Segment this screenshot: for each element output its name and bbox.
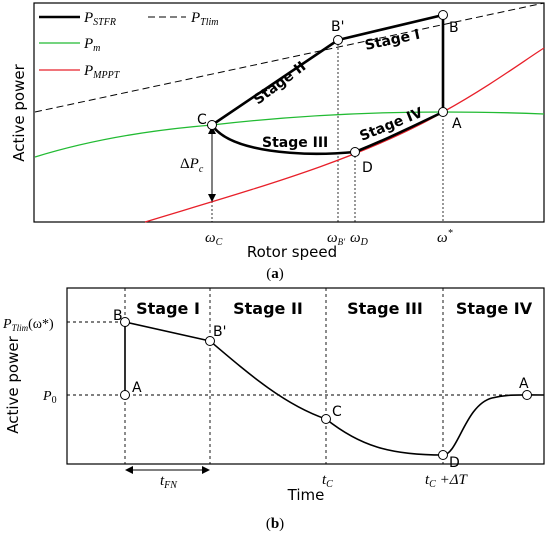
figure-b-points xyxy=(120,317,532,460)
tick-tc: tC xyxy=(322,472,333,490)
label-b: B xyxy=(449,20,459,36)
label-a-left-b: A xyxy=(132,380,142,396)
figure-a-y-label: Active power xyxy=(10,63,28,161)
label-a: A xyxy=(452,116,462,132)
delta-pc-label: ΔPc xyxy=(180,156,204,175)
figure-b: B B' A C D A Stage I Stage II Stage III … xyxy=(2,287,545,532)
legend-pm-label: Pm xyxy=(83,36,100,54)
point-c-b xyxy=(321,414,331,424)
legend-stfr-label: PSTFR xyxy=(83,10,116,28)
tick-ptlim: PTlim(ω*) xyxy=(2,317,54,333)
ptlim-curve xyxy=(34,2,545,113)
point-a xyxy=(438,107,448,117)
stage-ii-label-b: Stage II xyxy=(233,299,303,318)
legend-tlim-label: PTlim xyxy=(190,10,219,28)
figure-a-frame xyxy=(33,2,545,223)
tick-tfn: tFN xyxy=(160,473,178,491)
legend-mppt-label: PMPPT xyxy=(83,63,121,81)
mppt-curve xyxy=(144,47,545,223)
point-b xyxy=(438,10,448,20)
figure-a: B' B C A D Stage I Stage II Stage III St… xyxy=(10,2,545,282)
point-a-right-b xyxy=(522,390,532,400)
stage-iv-label-b: Stage IV xyxy=(456,299,533,318)
point-b-prime xyxy=(333,35,343,45)
label-d: D xyxy=(362,160,373,176)
tick-tc-dt: tC +ΔT xyxy=(425,472,469,490)
tick-wc: ωC xyxy=(205,230,223,248)
label-c: C xyxy=(197,112,207,128)
label-b-b: B xyxy=(113,308,123,324)
stage-i-label-b: Stage I xyxy=(136,299,200,318)
label-d-b: D xyxy=(449,455,460,471)
figure-a-legend: PSTFR PTlim Pm PMPPT xyxy=(39,10,219,81)
label-c-b: C xyxy=(332,404,342,420)
point-b-b xyxy=(120,317,130,327)
figure-b-frame xyxy=(66,287,545,465)
point-c xyxy=(207,120,217,130)
figure-b-reference-lines xyxy=(67,321,544,396)
point-d-b xyxy=(438,450,448,460)
label-b-prime: B' xyxy=(331,19,344,35)
tick-p0: P0 xyxy=(42,389,57,406)
pm-curve xyxy=(34,111,545,158)
caption-b: (b) xyxy=(266,516,284,532)
figure-b-x-label: Time xyxy=(287,486,325,504)
label-b-prime-b: B' xyxy=(213,324,226,340)
figure-b-stage-separators xyxy=(124,288,444,464)
point-b-prime-b xyxy=(205,336,215,346)
label-a-right-b: A xyxy=(519,376,529,392)
tick-wd: ωD xyxy=(350,230,369,248)
figure-b-y-label: Active power xyxy=(4,335,22,433)
stage-iii-label-b: Stage III xyxy=(347,299,423,318)
stage-iii-label: Stage III xyxy=(262,135,328,151)
tick-wb: ωB' xyxy=(327,230,346,247)
point-a-left-b xyxy=(120,390,130,400)
power-response-curve xyxy=(124,321,545,456)
figure-a-points xyxy=(207,10,448,157)
stage-ii-label: Stage II xyxy=(251,59,309,109)
figure-a-x-label: Rotor speed xyxy=(247,243,337,261)
caption-a: (a) xyxy=(266,266,284,282)
point-d xyxy=(350,147,360,157)
tick-wstar: ω* xyxy=(437,228,453,246)
